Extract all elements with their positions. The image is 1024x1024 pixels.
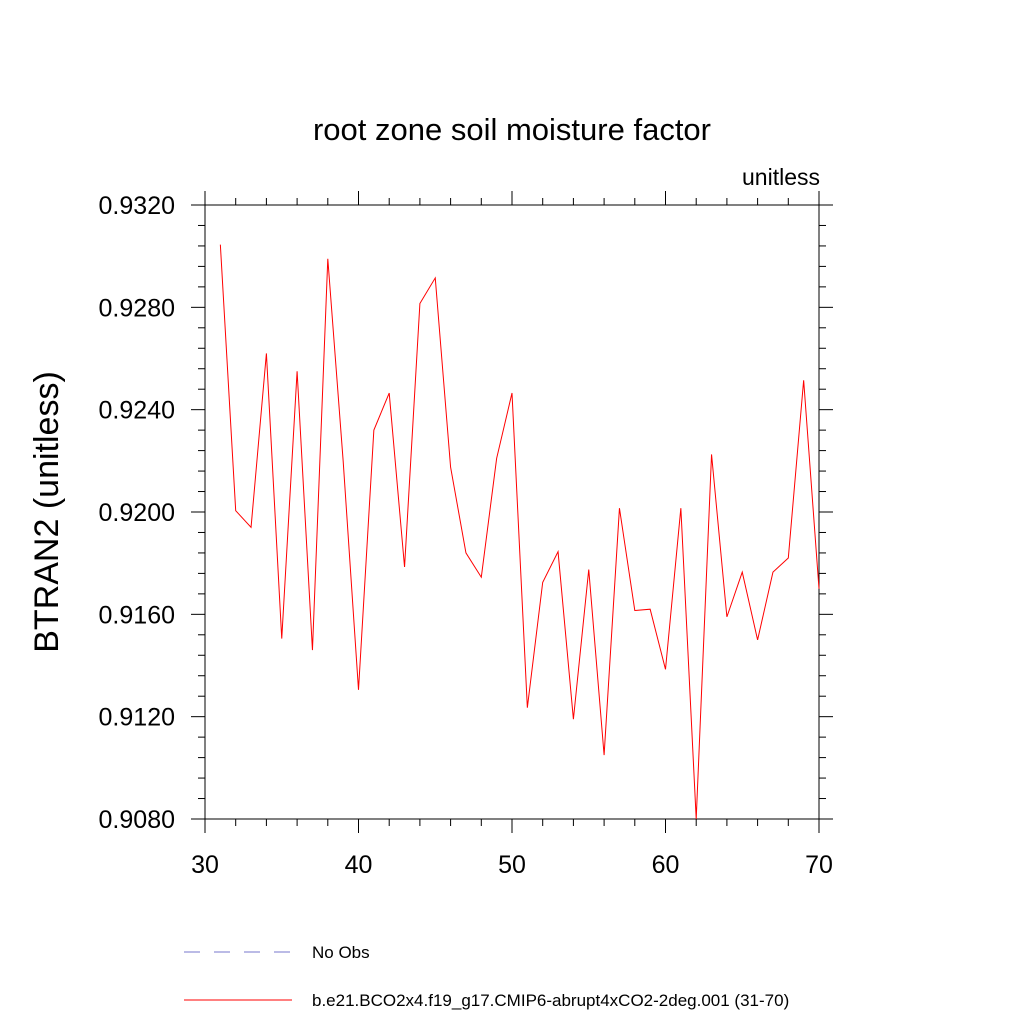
chart-title: root zone soil moisture factor — [313, 112, 711, 147]
y-tick-label: 0.9280 — [99, 294, 175, 322]
legend-label: b.e21.BCO2x4.f19_g17.CMIP6-abrupt4xCO2-2… — [312, 991, 789, 1010]
x-tick-label: 70 — [805, 851, 833, 879]
y-tick-label: 0.9320 — [99, 192, 175, 220]
y-tick-label: 0.9080 — [99, 806, 175, 834]
legend: No Obs b.e21.BCO2x4.f19_g17.CMIP6-abrupt4… — [184, 943, 789, 1010]
x-tick-label: 40 — [345, 851, 373, 879]
series-layer — [219, 244, 820, 820]
units-label: unitless — [742, 164, 820, 190]
y-tick-label: 0.9160 — [99, 601, 175, 629]
x-tick-label: 60 — [652, 851, 680, 879]
x-tick-label: 50 — [498, 851, 526, 879]
y-tick-label: 0.9240 — [99, 397, 175, 425]
x-tick-label: 30 — [191, 851, 219, 879]
y-axis-label: BTRAN2 (unitless) — [28, 371, 66, 653]
y-tick-label: 0.9200 — [99, 499, 175, 527]
series-line — [219, 244, 820, 820]
legend-label: No Obs — [312, 943, 370, 962]
y-tick-label: 0.9120 — [99, 704, 175, 732]
axis-ticks: 30 40 50 60 70 0.9080 0.9120 0.9160 0.9200 0.9240… — [99, 191, 833, 879]
plot-frame — [204, 204, 820, 820]
